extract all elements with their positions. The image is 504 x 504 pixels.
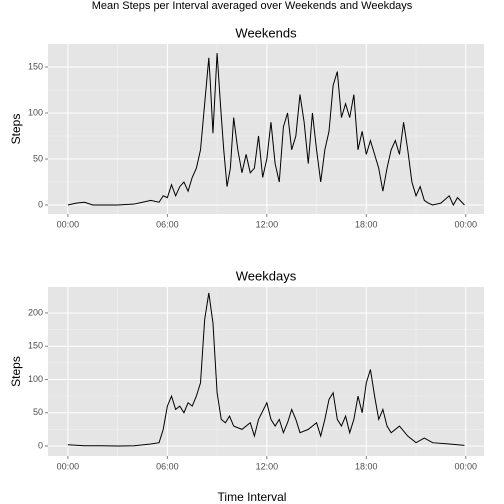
x-tick-label: 12:00 [256,219,279,229]
x-tick-label: 00:00 [57,461,80,471]
y-tick-label: 50 [33,407,43,417]
y-tick-label: 150 [28,61,43,71]
panel-title: Weekdays [236,268,297,283]
x-tick-label: 00:00 [57,219,80,229]
x-tick-label: 06:00 [156,219,179,229]
y-tick-label: 0 [38,199,43,209]
x-tick-label: 00:00 [454,461,477,471]
data-line [67,53,465,207]
y-axis-label: Steps [9,356,23,387]
y-tick-label: 200 [28,307,43,317]
x-tick-label: 12:00 [256,461,279,471]
y-tick-label: 100 [28,107,43,117]
data-line [67,292,465,447]
figure-title: Mean Steps per Interval averaged over We… [92,0,413,12]
x-axis-label: Time Interval [218,490,287,504]
x-tick-label: 06:00 [156,461,179,471]
x-tick-label: 18:00 [355,219,378,229]
y-tick-label: 150 [28,341,43,351]
y-tick-label: 50 [33,153,43,163]
y-axis-label: Steps [9,114,23,145]
y-tick-label: 100 [28,374,43,384]
y-tick-label: 0 [38,440,43,450]
plot-background [48,44,484,214]
x-tick-label: 00:00 [454,219,477,229]
panel-title: Weekends [235,25,297,40]
x-tick-label: 18:00 [355,461,378,471]
plot-background [48,287,484,456]
